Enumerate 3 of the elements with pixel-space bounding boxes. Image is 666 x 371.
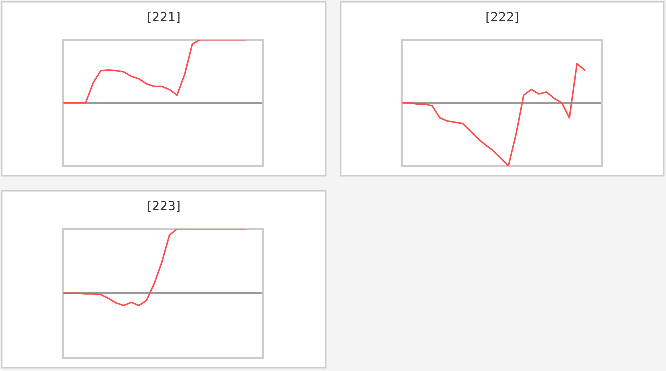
chart-title: [223] bbox=[148, 200, 180, 212]
chart-title: [222] bbox=[486, 12, 518, 24]
chart-title: [221] bbox=[148, 12, 180, 24]
